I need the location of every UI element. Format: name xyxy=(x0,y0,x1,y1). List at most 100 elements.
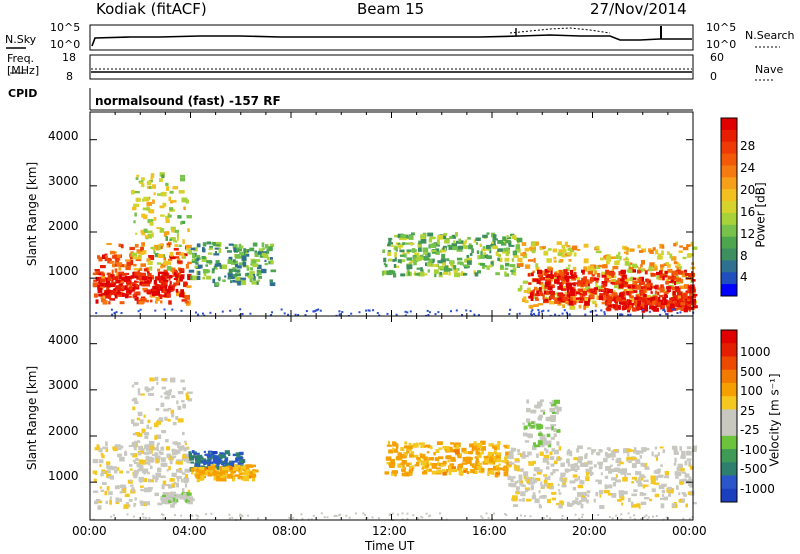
data-cell xyxy=(146,258,151,262)
data-cell xyxy=(675,277,682,282)
data-cell xyxy=(671,445,678,450)
data-cell xyxy=(166,274,173,279)
data-cell xyxy=(564,468,569,473)
data-cell xyxy=(492,236,495,242)
data-cell xyxy=(627,459,632,464)
data-cell xyxy=(468,243,472,247)
data-cell xyxy=(151,454,155,457)
data-cell xyxy=(679,278,684,284)
data-cell xyxy=(661,245,665,249)
data-cell xyxy=(155,472,162,478)
data-cell xyxy=(169,478,175,482)
data-cell xyxy=(180,174,186,178)
data-cell xyxy=(114,485,120,490)
data-cell xyxy=(462,241,466,246)
data-cell xyxy=(406,450,410,454)
data-cell xyxy=(504,271,507,276)
data-cell xyxy=(683,284,689,289)
data-cell xyxy=(685,503,688,508)
data-cell xyxy=(334,514,337,517)
data-cell xyxy=(177,280,181,283)
data-cell xyxy=(170,377,176,383)
data-cell xyxy=(393,273,397,278)
data-cell xyxy=(270,269,277,273)
data-cell xyxy=(239,451,244,455)
data-cell xyxy=(317,308,320,311)
data-cell xyxy=(110,515,113,518)
data-cell xyxy=(546,258,552,263)
data-cell xyxy=(663,299,668,305)
data-cell xyxy=(427,269,430,273)
data-cell xyxy=(668,487,672,492)
data-cell xyxy=(138,476,145,482)
data-cell xyxy=(539,247,543,251)
data-cell xyxy=(646,297,651,303)
data-cell xyxy=(628,292,632,297)
data-cell xyxy=(406,269,410,274)
data-cell xyxy=(235,273,240,277)
data-cell xyxy=(692,293,698,297)
data-cell xyxy=(497,248,504,252)
data-cell xyxy=(100,265,106,269)
data-cell xyxy=(602,282,608,287)
data-cell xyxy=(534,444,540,448)
data-cell xyxy=(132,453,138,458)
data-cell xyxy=(149,441,155,446)
data-cell xyxy=(128,444,134,447)
data-cell xyxy=(394,472,397,477)
data-cell xyxy=(126,282,131,285)
data-cell xyxy=(643,493,647,496)
data-cell xyxy=(617,470,621,474)
data-cell xyxy=(559,477,562,481)
data-cell xyxy=(609,464,613,467)
data-cell xyxy=(595,245,600,250)
data-cell xyxy=(181,197,188,203)
data-cell xyxy=(570,467,576,471)
data-cell xyxy=(467,260,472,265)
power-cbar-tick: 24 xyxy=(740,161,756,175)
data-cell xyxy=(134,275,137,279)
data-cell xyxy=(587,447,592,450)
data-cell xyxy=(483,458,489,464)
data-cell xyxy=(139,282,144,286)
data-cell xyxy=(161,378,165,381)
data-cell xyxy=(656,271,660,276)
data-cell xyxy=(214,459,221,462)
data-cell xyxy=(463,264,469,267)
data-cell xyxy=(110,298,113,301)
data-cell xyxy=(615,514,618,517)
data-cell xyxy=(632,307,637,312)
data-cell xyxy=(168,285,171,289)
data-cell xyxy=(554,405,559,410)
data-cell xyxy=(179,278,183,282)
velocity-cbar-label: Velocity [m s⁻¹] xyxy=(767,373,782,467)
data-cell xyxy=(558,503,563,509)
data-cell xyxy=(159,205,165,209)
data-cell xyxy=(158,243,163,246)
data-cell xyxy=(238,255,244,259)
data-cell xyxy=(603,311,606,314)
data-cell xyxy=(612,292,618,296)
data-cell xyxy=(162,492,168,497)
data-cell xyxy=(364,513,366,516)
data-cell xyxy=(249,471,254,474)
data-cell xyxy=(680,302,686,306)
data-cell xyxy=(618,490,625,495)
data-cell xyxy=(640,477,644,481)
data-cell xyxy=(632,290,638,293)
data-cell xyxy=(266,249,270,254)
data-cell xyxy=(168,466,171,471)
data-cell xyxy=(632,476,637,480)
data-cell xyxy=(323,516,326,519)
data-cell xyxy=(491,241,496,247)
data-cell xyxy=(141,283,147,286)
data-cell xyxy=(247,275,254,279)
data-cell xyxy=(184,442,188,446)
data-cell xyxy=(388,258,392,261)
data-cell xyxy=(607,288,613,294)
data-cell xyxy=(554,299,560,304)
data-cell xyxy=(300,513,303,516)
data-cell xyxy=(461,271,464,274)
data-cell xyxy=(402,242,406,245)
data-cell xyxy=(633,489,638,493)
